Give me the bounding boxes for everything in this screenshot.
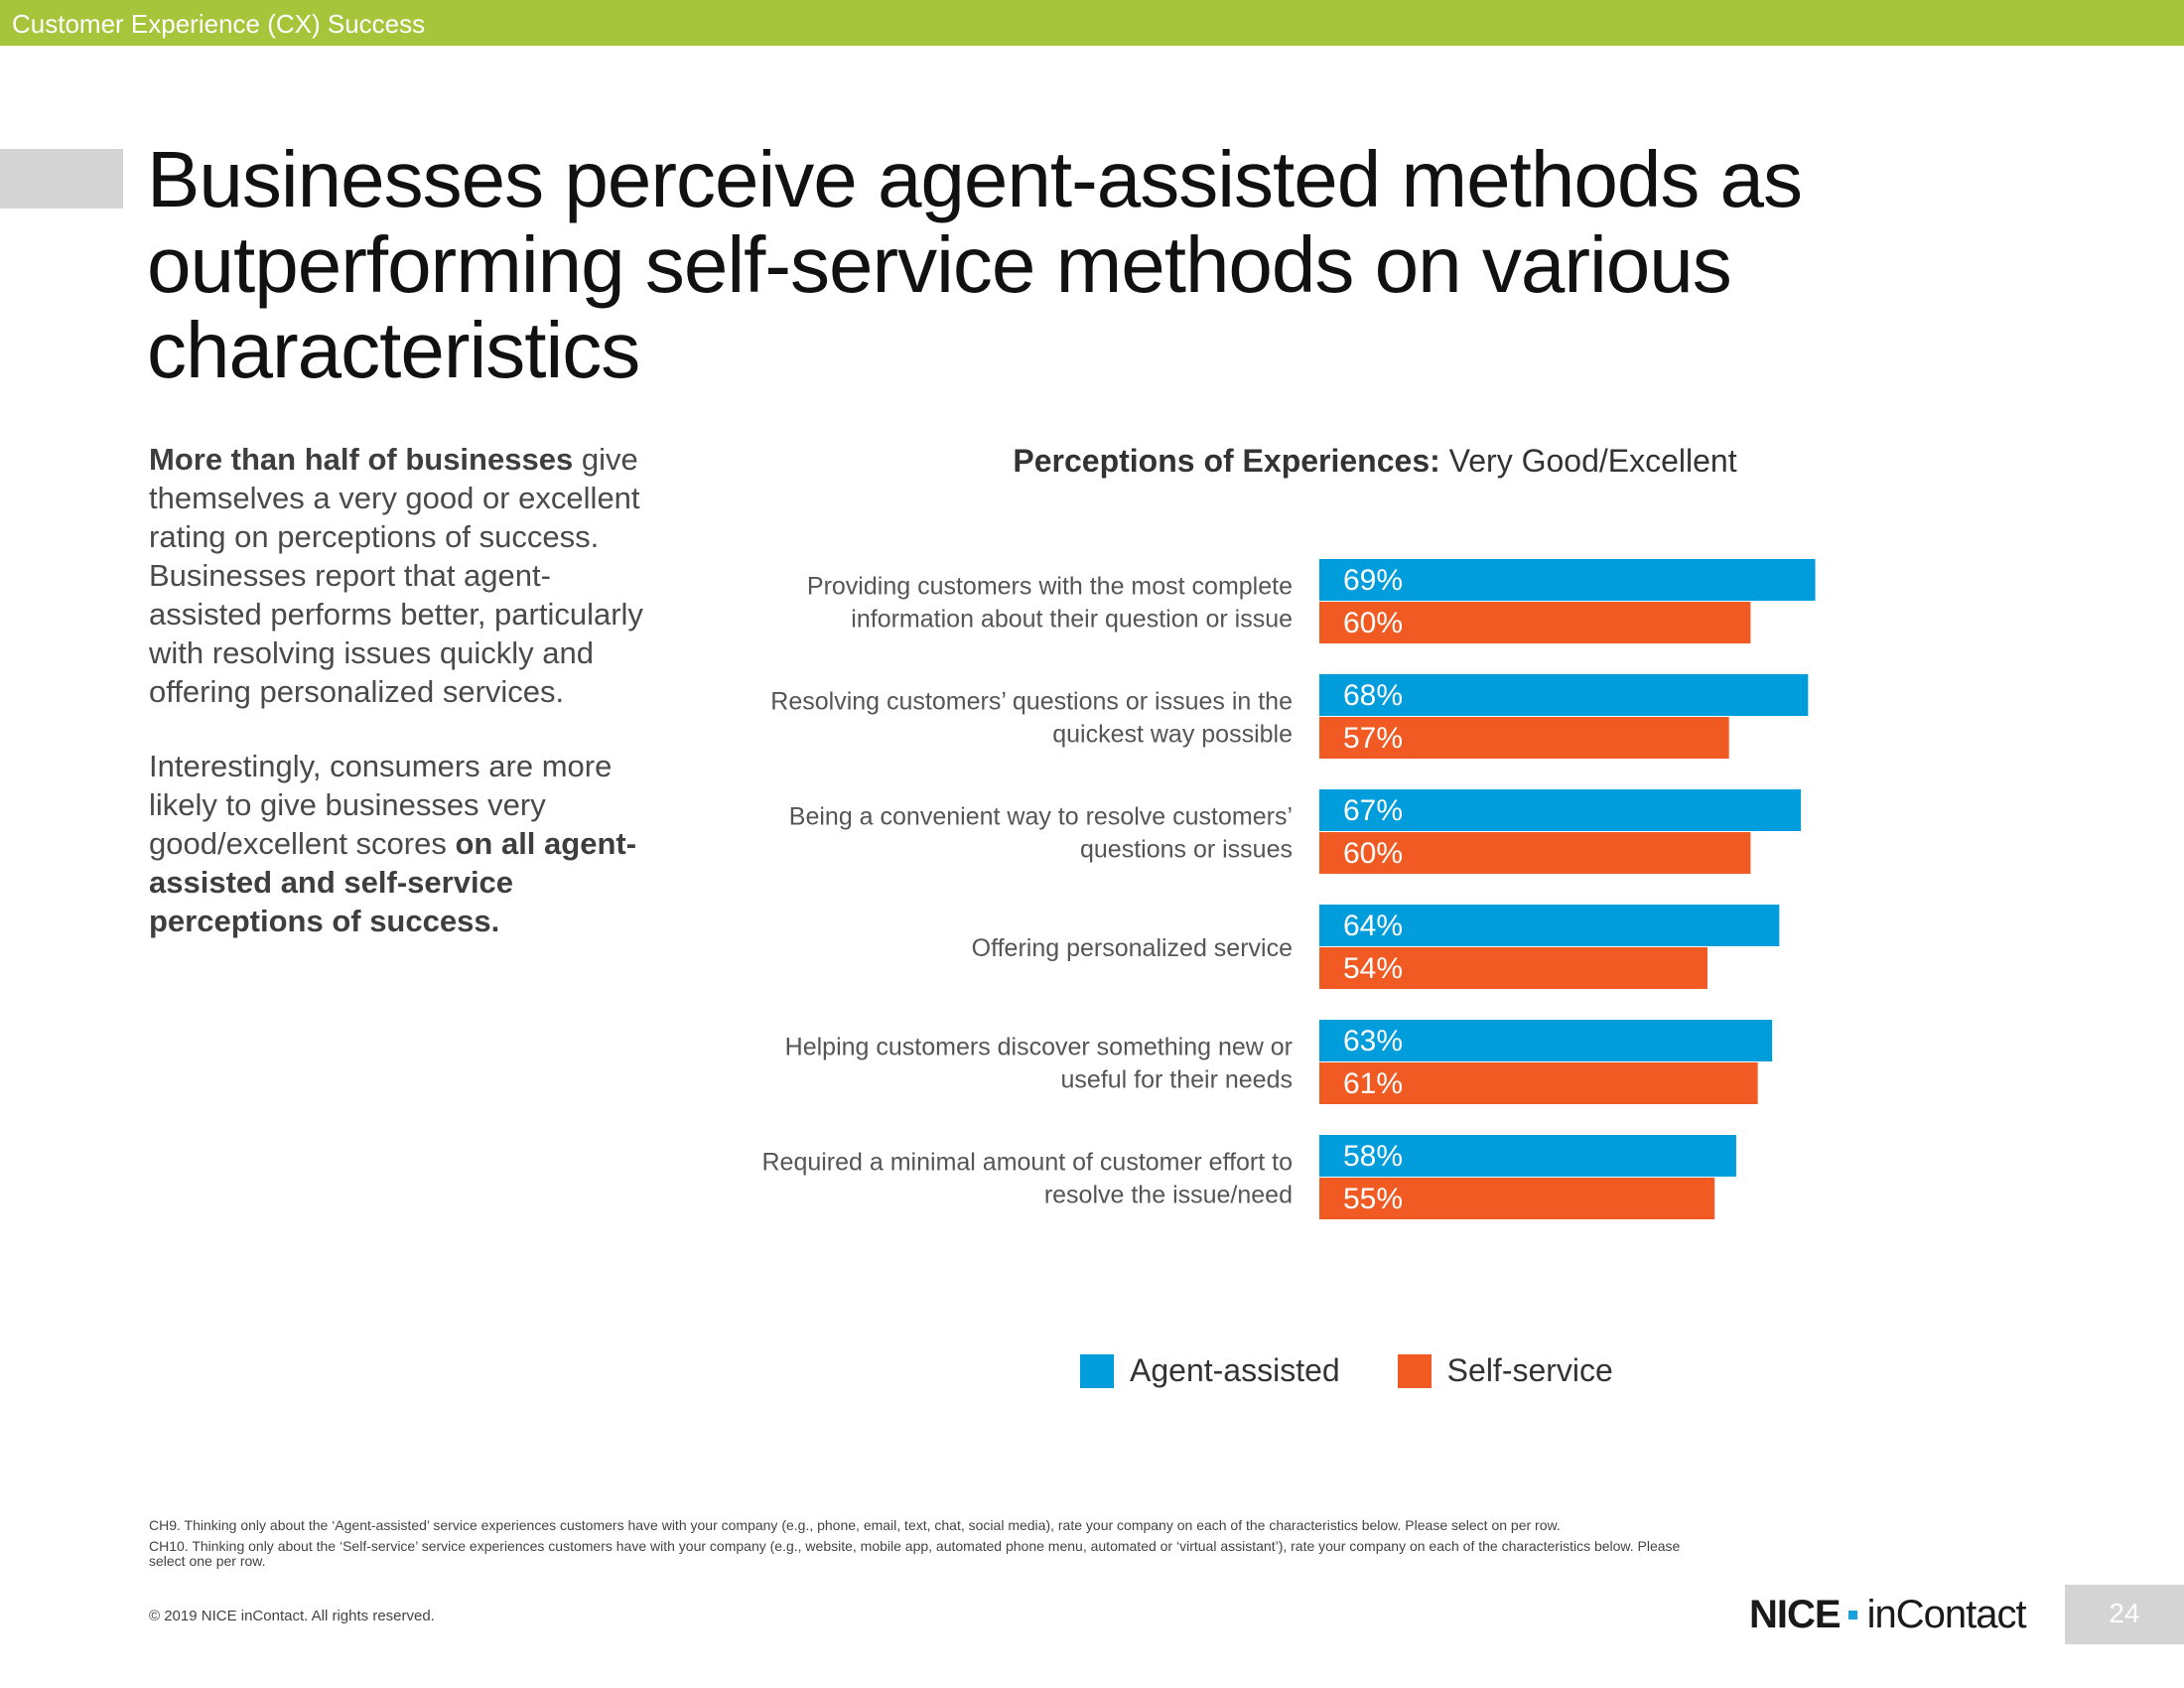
page-number: 24 <box>2109 1598 2140 1628</box>
brand-nice: NICE <box>1749 1593 1842 1636</box>
chart-title: Perceptions of Experiences: Very Good/Ex… <box>695 443 2055 480</box>
legend-swatch-agent-assisted <box>1080 1353 1114 1388</box>
bar-chart: Providing customers with the most comple… <box>761 559 1816 1219</box>
summary-paragraph-2: Interestingly, consumers are more likely… <box>149 747 645 940</box>
brand-dot-icon <box>1847 1611 1857 1619</box>
bar-value-label: 67% <box>1343 794 1403 827</box>
bar-agent-assisted <box>1319 674 1809 716</box>
bar-value-label: 60% <box>1343 837 1403 870</box>
legend-label-self-service: Self-service <box>1446 1352 1613 1388</box>
legend-item-agent-assisted: Agent-assisted <box>1080 1352 1340 1389</box>
summary-p2-text: Interestingly, consumers are more likely… <box>149 749 613 861</box>
bar-value-label: 58% <box>1343 1140 1403 1173</box>
category-label: Required a minimal amount of customer ef… <box>761 1149 1293 1209</box>
chart-title-rest: Very Good/Excellent <box>1448 443 1737 479</box>
bar-value-label: 60% <box>1343 607 1403 639</box>
bar-self-service <box>1319 832 1751 874</box>
summary-p1-text: give themselves a very good or excellent… <box>149 442 643 709</box>
bar-value-label: 54% <box>1343 952 1403 985</box>
bar-value-label: 64% <box>1343 910 1403 942</box>
brand-logo: NICE inContact <box>1749 1593 2027 1637</box>
summary-p1-bold: More than half of businesses <box>149 442 574 477</box>
bar-self-service <box>1319 602 1751 643</box>
chart-legend: Agent-assisted Self-service <box>1080 1352 1613 1389</box>
bar-value-label: 57% <box>1343 722 1403 755</box>
section-header-bar: Customer Experience (CX) Success <box>0 0 2184 46</box>
footnote-ch10: CH10. Thinking only about the ‘Self-serv… <box>149 1538 1681 1569</box>
bar-value-label: 61% <box>1343 1067 1403 1100</box>
bar-agent-assisted <box>1319 559 1816 601</box>
legend-item-self-service: Self-service <box>1397 1352 1613 1389</box>
title-accent-block <box>0 149 123 209</box>
summary-p2-bold: on all agent-assisted and self-service p… <box>149 826 637 938</box>
bar-agent-assisted <box>1319 1020 1773 1061</box>
bar-agent-assisted <box>1319 789 1802 831</box>
category-label: Helping customers discover something new… <box>785 1034 1293 1094</box>
footnote-ch9: CH9. Thinking only about the ‘Agent-assi… <box>149 1517 1561 1533</box>
bar-self-service <box>1319 1062 1758 1104</box>
legend-swatch-self-service <box>1397 1353 1432 1388</box>
summary-paragraph-1: More than half of businesses give themse… <box>149 440 645 711</box>
bar-value-label: 55% <box>1343 1183 1403 1215</box>
bar-self-service <box>1319 717 1729 759</box>
chart-title-bold: Perceptions of Experiences: <box>1013 443 1440 479</box>
bar-value-label: 69% <box>1343 564 1403 597</box>
section-title: Customer Experience (CX) Success <box>12 9 426 39</box>
copyright-notice: © 2019 NICE inContact. All rights reserv… <box>149 1608 435 1624</box>
bar-agent-assisted <box>1319 905 1780 946</box>
bar-self-service <box>1319 1178 1715 1219</box>
bar-value-label: 63% <box>1343 1025 1403 1057</box>
category-label: Providing customers with the most comple… <box>807 573 1293 633</box>
bar-agent-assisted <box>1319 1135 1736 1177</box>
bar-value-label: 68% <box>1343 679 1403 712</box>
category-label: Resolving customers’ questions or issues… <box>770 688 1293 749</box>
summary-text: More than half of businesses give themse… <box>149 440 645 940</box>
footnotes: CH9. Thinking only about the ‘Agent-assi… <box>149 1518 1698 1569</box>
bar-self-service <box>1319 947 1707 989</box>
page-number-box <box>2065 1585 2184 1644</box>
category-label: Being a convenient way to resolve custom… <box>789 803 1293 864</box>
category-label: Offering personalized service <box>972 934 1293 962</box>
page-title: Businesses perceive agent-assisted metho… <box>147 135 1803 394</box>
brand-incontact: inContact <box>1866 1593 2027 1636</box>
legend-label-agent-assisted: Agent-assisted <box>1130 1352 1340 1388</box>
